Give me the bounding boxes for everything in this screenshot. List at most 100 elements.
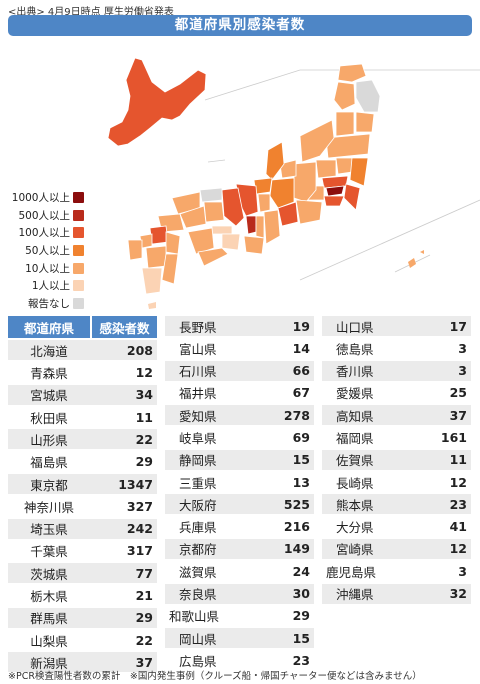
region-ishikawa <box>265 141 285 181</box>
legend-item: 10人以上 <box>6 259 84 277</box>
table-row: 大阪府 525 <box>165 494 314 515</box>
table-row: 山口県 17 <box>322 316 471 336</box>
legend-swatch <box>73 262 84 274</box>
infection-count: 67 <box>292 385 310 401</box>
prefecture-name: 神奈川県 <box>23 499 74 515</box>
region-akita <box>333 81 356 111</box>
prefecture-name: 熊本県 <box>336 497 374 513</box>
region-tochigi <box>335 157 353 175</box>
region-kagoshima-islands <box>148 302 156 309</box>
legend-swatch <box>73 192 84 204</box>
prefecture-name: 兵庫県 <box>179 520 217 536</box>
prefecture-name: 香川県 <box>336 364 374 380</box>
table-row: 徳島県 3 <box>322 338 471 358</box>
prefecture-name: 広島県 <box>179 653 217 669</box>
region-kagoshima <box>141 267 163 295</box>
table-row: 富山県 14 <box>165 338 314 358</box>
infection-count: 161 <box>440 429 467 445</box>
infection-count: 11 <box>135 409 153 425</box>
infection-count: 22 <box>135 632 153 648</box>
region-fukushima <box>325 133 371 159</box>
prefecture-name: 宮崎県 <box>336 542 374 558</box>
table-row: 兵庫県 216 <box>165 517 314 537</box>
table-row: 宮城県 34 <box>8 384 157 405</box>
prefecture-name: 静岡県 <box>179 453 217 469</box>
prefecture-name: 宮城県 <box>30 388 68 404</box>
table-row: 新潟県 37 <box>8 652 157 673</box>
prefecture-name: 鹿児島県 <box>326 564 377 580</box>
table-row: 熊本県 23 <box>322 494 471 515</box>
region-hiroshima <box>179 205 207 229</box>
region-tottori <box>199 187 223 203</box>
table-column-1: 都道府県 感染者数 北海道 208 青森県 12 宮城県 34 秋田県 11 山形県 22 福島県 2… <box>8 316 157 673</box>
table-row: 東京都 1347 <box>8 474 157 495</box>
prefecture-name: 埼玉県 <box>30 522 68 538</box>
table-row: 茨城県 77 <box>8 563 157 584</box>
infection-count: 14 <box>292 340 310 356</box>
infection-count: 149 <box>283 541 310 557</box>
prefecture-name: 愛媛県 <box>336 386 374 402</box>
infection-count: 25 <box>449 385 467 401</box>
infection-count: 242 <box>126 521 153 537</box>
infection-count: 15 <box>292 630 310 646</box>
infection-count: 3 <box>458 563 467 579</box>
prefecture-name: 石川県 <box>179 364 217 380</box>
prefecture-name: 秋田県 <box>30 410 68 426</box>
legend-label: 報告なし <box>28 297 70 310</box>
legend-swatch <box>73 245 84 257</box>
prefecture-name: 山梨県 <box>30 633 68 649</box>
prefecture-name: 長崎県 <box>336 475 374 491</box>
legend-swatch <box>73 297 84 309</box>
infection-count: 37 <box>135 654 153 670</box>
table-row: 宮崎県 12 <box>322 538 471 559</box>
table-row: 広島県 23 <box>165 650 314 670</box>
region-chiba <box>343 183 361 211</box>
infection-count: 17 <box>449 318 467 334</box>
table-row: 長崎県 12 <box>322 472 471 492</box>
region-ibaraki <box>349 157 369 187</box>
region-wakayama <box>243 235 265 255</box>
infection-count: 317 <box>126 543 153 559</box>
region-shiga <box>257 193 271 213</box>
prefecture-name: 大分県 <box>336 520 374 536</box>
region-okinawa-islands <box>420 250 424 254</box>
infection-count: 37 <box>449 407 467 423</box>
region-gunma <box>315 159 337 179</box>
infection-count: 29 <box>135 610 153 626</box>
japan-choropleth-map <box>107 57 480 309</box>
table-row: 奈良県 30 <box>165 583 314 604</box>
region-okinawa <box>408 258 416 268</box>
inset-divider-line <box>204 69 480 101</box>
prefecture-name: 茨城県 <box>30 566 68 582</box>
infection-count: 278 <box>283 407 310 423</box>
prefecture-name: 千葉県 <box>30 544 68 560</box>
region-tokyo <box>325 185 345 197</box>
prefecture-name: 岐阜県 <box>179 430 217 446</box>
prefecture-name: 東京都 <box>30 477 68 493</box>
prefecture-name: 富山県 <box>179 341 217 357</box>
infection-count: 525 <box>283 496 310 512</box>
infection-count: 66 <box>292 363 310 379</box>
infection-count: 19 <box>292 318 310 334</box>
legend-label: 1000人以上 <box>11 192 70 205</box>
table-row: 三重県 13 <box>165 472 314 492</box>
infection-count: 23 <box>292 652 310 668</box>
prefecture-name: 山口県 <box>336 319 374 335</box>
prefecture-name: 福井県 <box>179 386 217 402</box>
region-oita <box>165 231 181 255</box>
region-yamagata <box>335 111 355 137</box>
prefecture-name: 京都府 <box>179 542 217 558</box>
prefecture-name: 山形県 <box>30 432 68 448</box>
table-row: 大分県 41 <box>322 517 471 537</box>
footnote: ※PCR検査陽性者数の累計 ※国内発生事例（クルーズ船・帰国チャーター便などは含… <box>8 671 422 682</box>
prefecture-name: 愛知県 <box>179 408 217 424</box>
table-row: 岐阜県 69 <box>165 427 314 447</box>
infection-count: 15 <box>292 452 310 468</box>
table-row: 鹿児島県 3 <box>322 561 471 581</box>
table-row: 長野県 19 <box>165 316 314 336</box>
infection-count: 29 <box>135 454 153 470</box>
table-row: 愛知県 278 <box>165 405 314 426</box>
table-row: 秋田県 11 <box>8 407 157 427</box>
region-nara <box>255 215 265 239</box>
prefecture-name: 奈良県 <box>179 587 217 603</box>
